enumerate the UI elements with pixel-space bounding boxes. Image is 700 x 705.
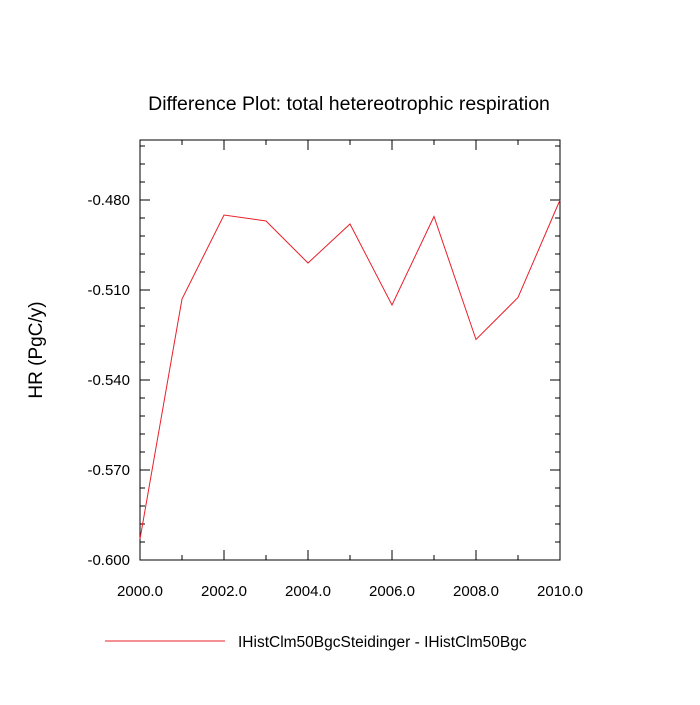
y-tick-label: -0.600 bbox=[87, 552, 130, 569]
x-tick-label: 2000.0 bbox=[117, 583, 163, 600]
legend: IHistClm50BgcSteidinger - IHistClm50Bgc bbox=[105, 634, 527, 651]
plot-frame bbox=[139, 139, 561, 561]
x-tick-label: 2008.0 bbox=[453, 583, 499, 600]
y-axis-ticks: -0.600 -0.570 -0.540 -0.510 -0.480 bbox=[87, 145, 560, 569]
legend-label: IHistClm50BgcSteidinger - IHistClm50Bgc bbox=[238, 634, 527, 651]
y-tick-label: -0.570 bbox=[87, 462, 130, 479]
y-tick-label: -0.480 bbox=[87, 192, 130, 209]
y-axis-label: HR (PgC/y) bbox=[26, 301, 47, 398]
x-axis-ticks: 2000.0 2002.0 2004.0 2006.0 2008.0 2010.0 bbox=[117, 140, 583, 600]
x-tick-label: 2006.0 bbox=[369, 583, 415, 600]
x-tick-label: 2004.0 bbox=[285, 583, 331, 600]
x-tick-label: 2010.0 bbox=[537, 583, 583, 600]
y-tick-label: -0.510 bbox=[87, 282, 130, 299]
series-layer bbox=[139, 199, 561, 540]
x-tick-label: 2002.0 bbox=[201, 583, 247, 600]
chart-title: Difference Plot: total hetereotrophic re… bbox=[148, 93, 550, 115]
series-line-0 bbox=[139, 199, 561, 540]
y-tick-label: -0.540 bbox=[87, 372, 130, 389]
